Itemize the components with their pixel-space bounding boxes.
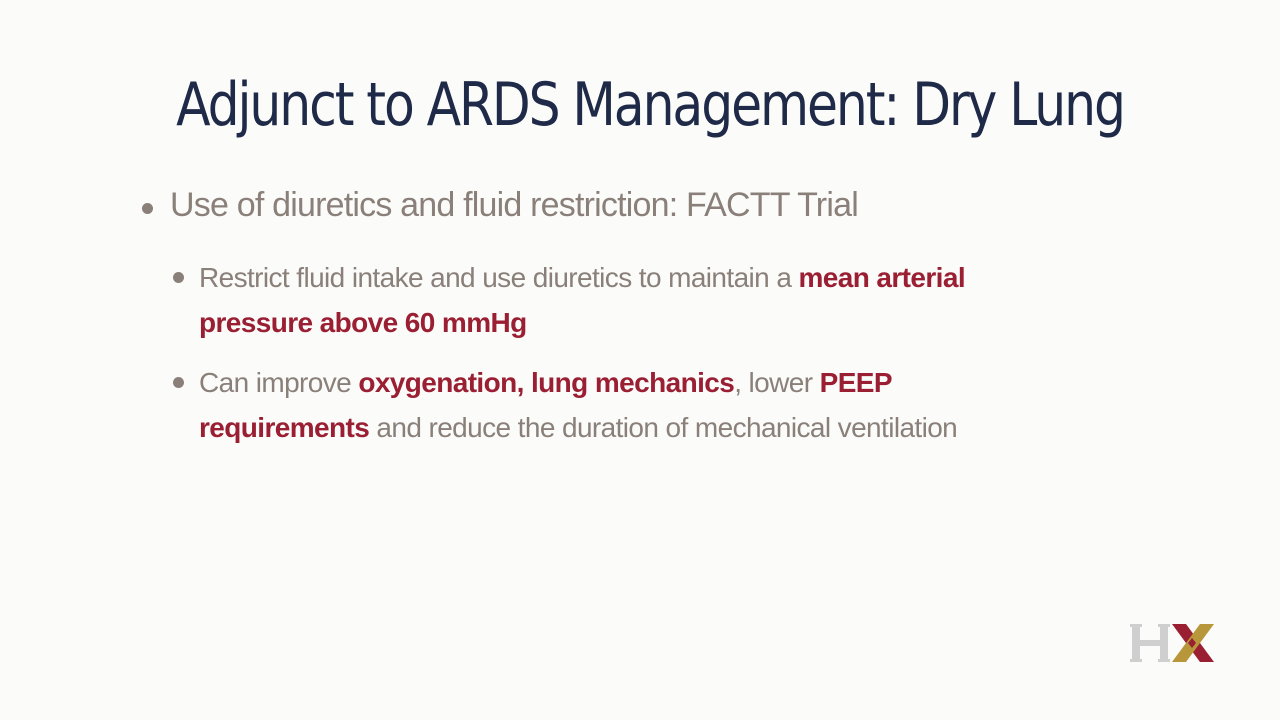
bullet-item: Use of diuretics and fluid restriction: … [140, 186, 1140, 225]
bullet-text: Use of diuretics and fluid restriction: … [170, 186, 859, 224]
hx-logo [1130, 624, 1214, 662]
sub-bullet-text: Can improve [199, 367, 359, 398]
highlight-text: mean arterial pressure above 60 mmHg [199, 262, 966, 338]
logo-x-letter [1172, 624, 1214, 662]
sub-bullet-text: Restrict fluid intake and use diuretics … [199, 262, 799, 293]
bullet-dot [173, 377, 184, 388]
highlight-text: oxygenation, lung mechanics [358, 367, 735, 398]
slide-title: Adjunct to ARDS Management: Dry Lung [176, 70, 1126, 140]
bullet-list: Use of diuretics and fluid restriction: … [140, 186, 1140, 450]
sub-bullet-item: Can improve oxygenation, lung mechanics,… [170, 360, 1019, 450]
sub-bullet-item: Restrict fluid intake and use diuretics … [170, 255, 1019, 345]
bullet-dot [142, 203, 153, 214]
sub-bullet-text: and reduce the duration of mechanical ve… [369, 412, 958, 443]
logo-h-letter [1130, 624, 1170, 662]
bullet-dot [173, 272, 184, 283]
highlight-text: PEEP requirements [199, 367, 892, 443]
sub-bullet-text: , lower [734, 367, 820, 398]
